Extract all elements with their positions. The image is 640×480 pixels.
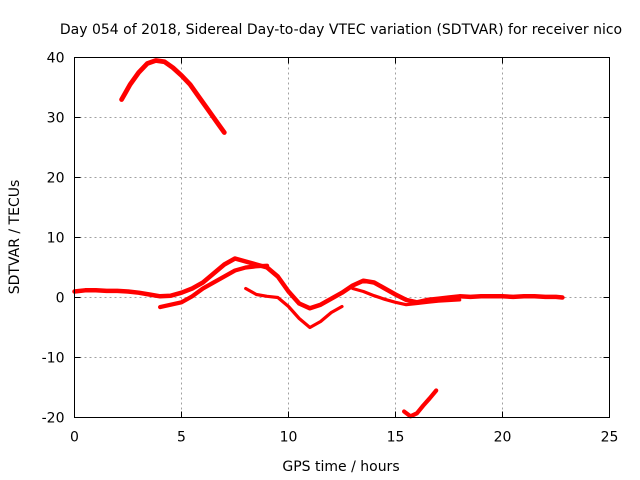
y-tick-label: -10 xyxy=(42,351,65,367)
x-tick-label: 5 xyxy=(177,430,186,446)
x-tick-label: 25 xyxy=(601,430,619,446)
chart-title: Day 054 of 2018, Sidereal Day-to-day VTE… xyxy=(60,22,622,38)
y-tick-label: 30 xyxy=(47,111,65,127)
series-arc-1 xyxy=(119,58,227,135)
y-tick-label: 10 xyxy=(47,231,65,247)
x-tick-label: 15 xyxy=(387,430,405,446)
series-arc-2 xyxy=(72,256,565,311)
series-arc-5 xyxy=(351,286,462,307)
y-axis-label: SDTVAR / TECUs xyxy=(7,180,23,295)
y-tick-label: 20 xyxy=(47,171,65,187)
y-tick-label: 40 xyxy=(47,51,65,67)
series-arc-4 xyxy=(244,286,344,330)
x-tick-label: 10 xyxy=(280,430,298,446)
y-tick-label: 0 xyxy=(56,291,65,307)
x-axis-label: GPS time / hours xyxy=(282,459,399,475)
axis-ticks: 0 5 10 15 20 25 -20 -10 0 10 20 30 40 xyxy=(42,51,619,446)
y-tick-label: -20 xyxy=(42,411,65,427)
x-tick-label: 0 xyxy=(70,430,79,446)
series-arc-6 xyxy=(402,388,439,419)
series-arc-3 xyxy=(158,263,270,310)
x-tick-label: 20 xyxy=(494,430,512,446)
data-series xyxy=(72,58,565,419)
grid xyxy=(74,57,610,418)
